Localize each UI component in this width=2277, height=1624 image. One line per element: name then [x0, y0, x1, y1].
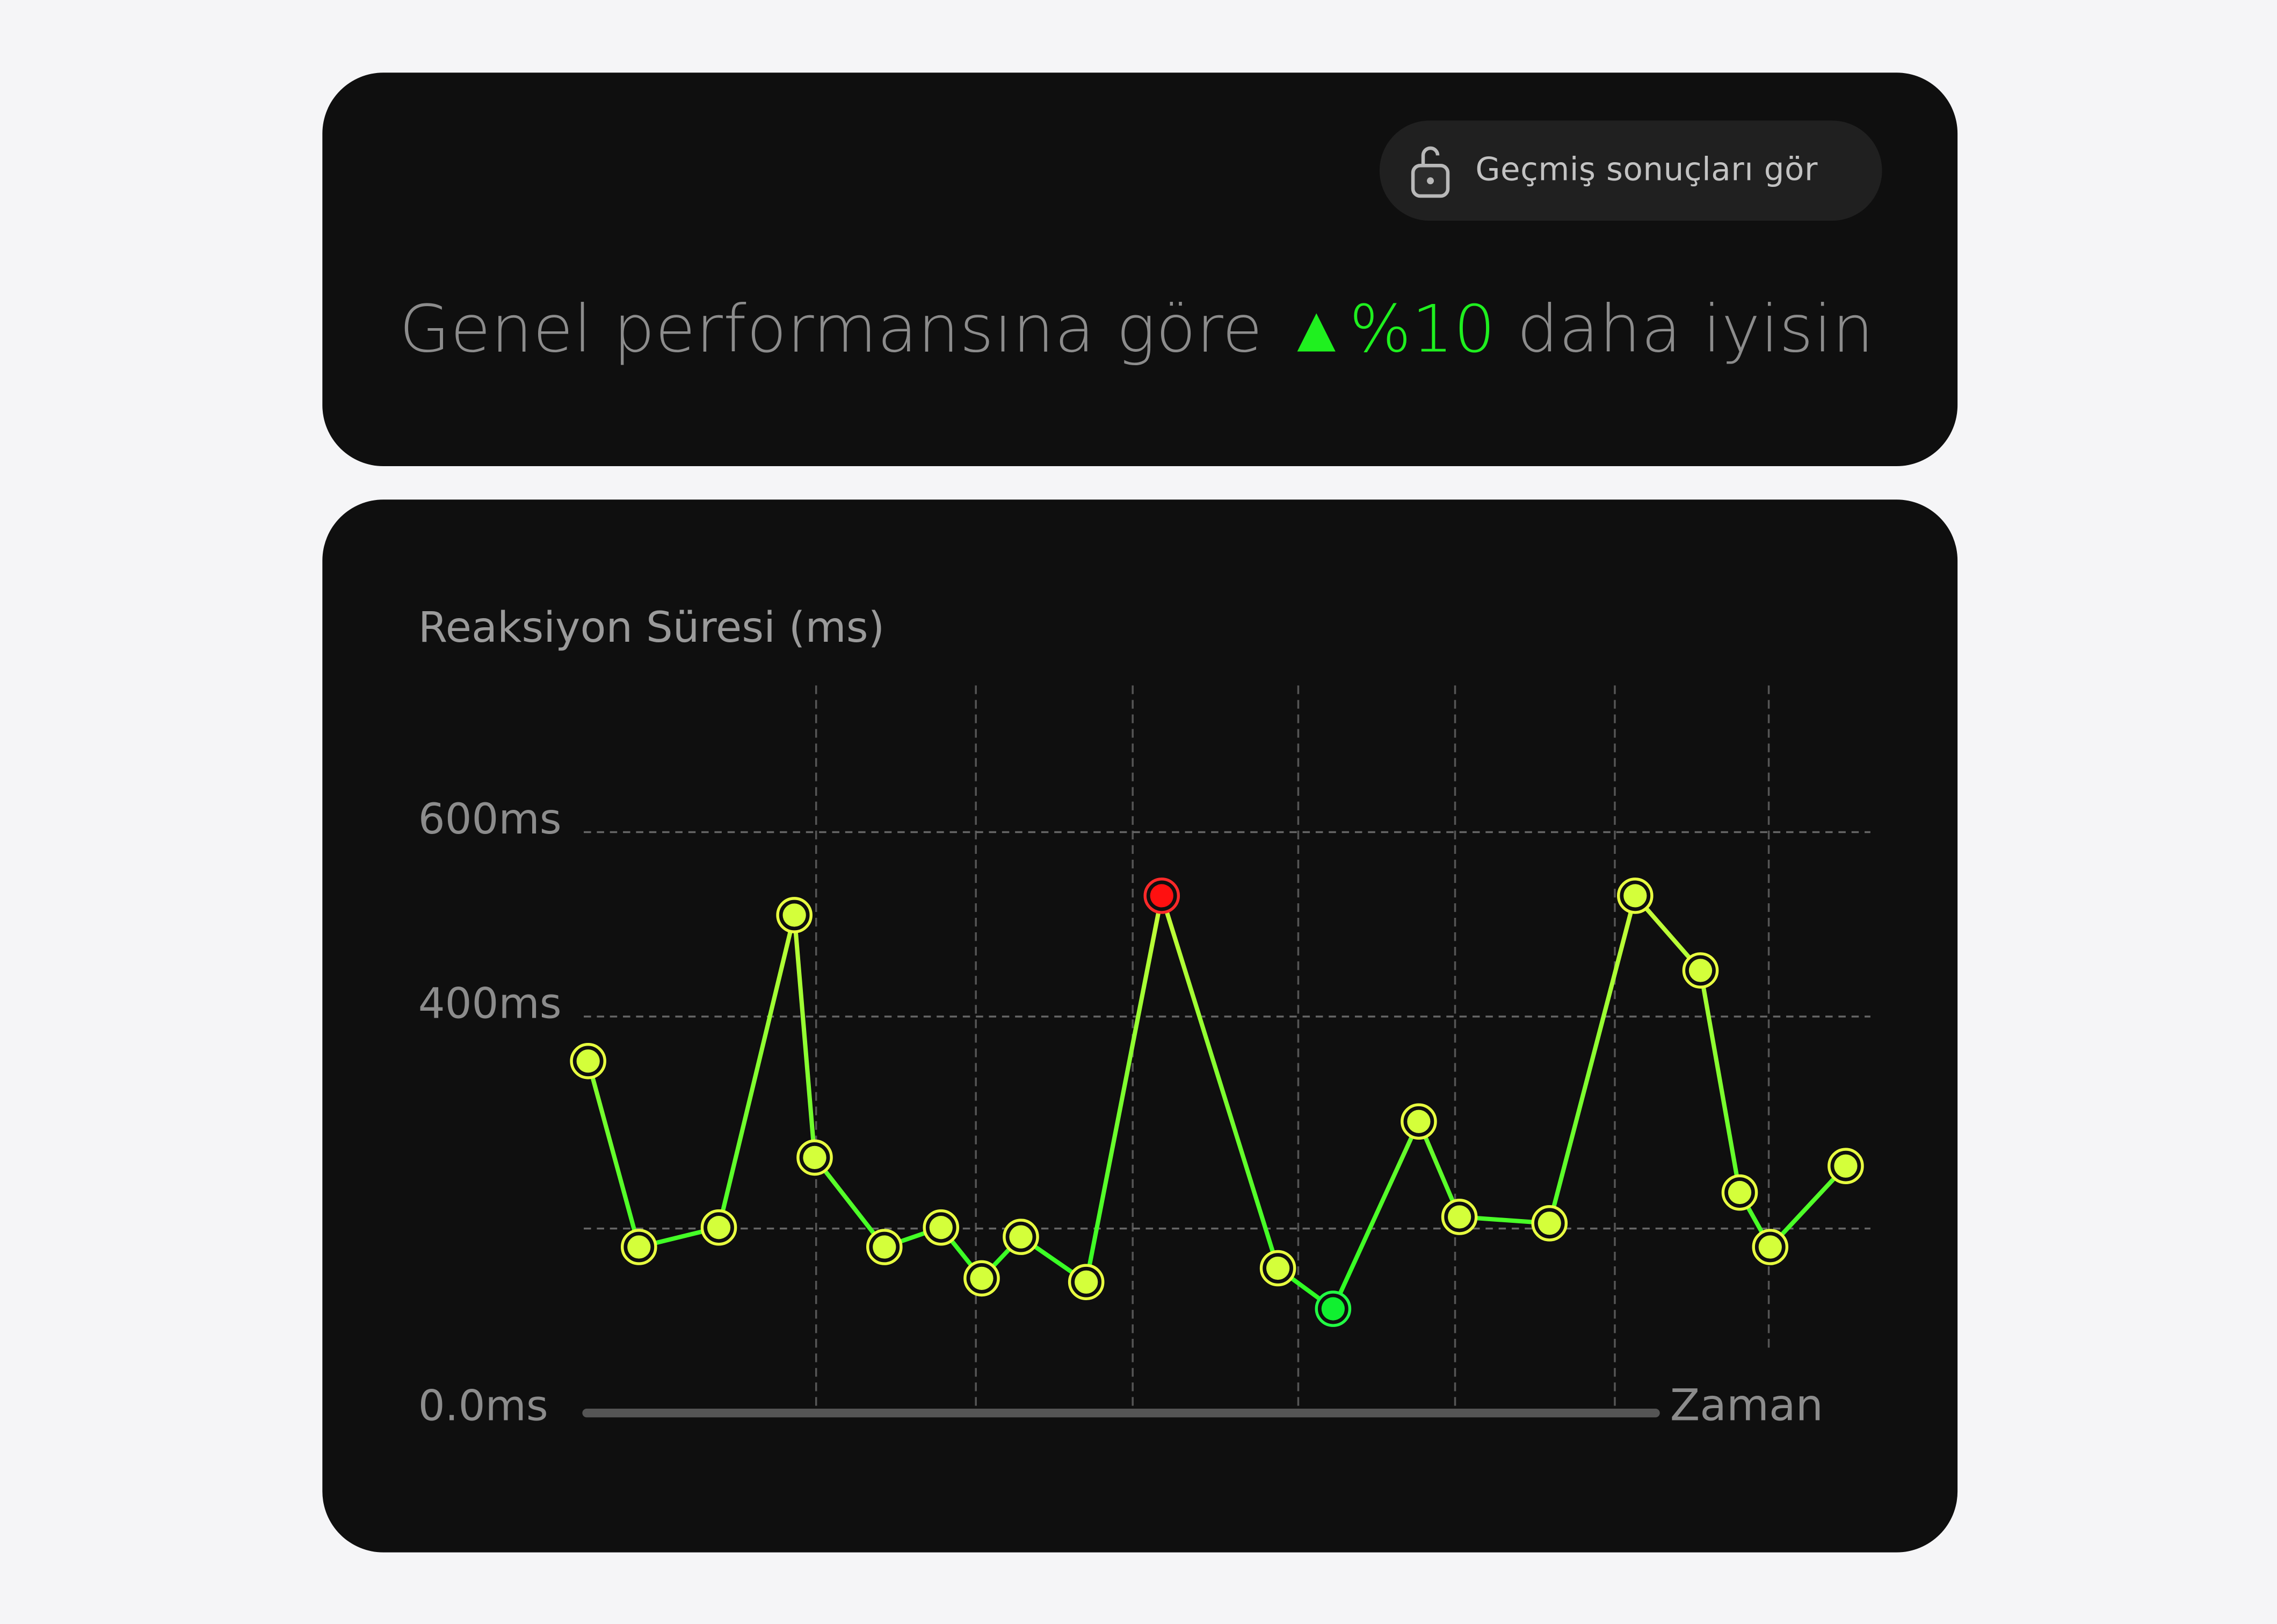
data-point[interactable]: [1003, 1219, 1039, 1255]
unlock-icon: [1411, 146, 1450, 197]
y-tick-label: 400ms: [418, 980, 562, 1028]
history-button-label: Geçmiş sonuçları gör: [1475, 152, 1818, 189]
data-point[interactable]: [1259, 1250, 1296, 1287]
data-point[interactable]: [1068, 1264, 1105, 1301]
change-value: %10: [1349, 290, 1496, 368]
data-point[interactable]: [570, 1042, 606, 1079]
data-point[interactable]: [1682, 952, 1719, 989]
series-segment: [586, 1058, 641, 1250]
headline-suffix: daha iyisin: [1517, 290, 1874, 368]
up-arrow-icon: ▲: [1284, 290, 1350, 368]
data-point[interactable]: [1401, 1103, 1437, 1140]
data-point-min[interactable]: [1315, 1291, 1352, 1327]
series-segment: [1159, 893, 1280, 1271]
data-point[interactable]: [1721, 1174, 1758, 1211]
data-point[interactable]: [1441, 1199, 1478, 1235]
data-point[interactable]: [963, 1260, 1000, 1297]
data-point[interactable]: [923, 1209, 960, 1246]
series-segment: [1547, 893, 1637, 1226]
series-segment: [1331, 1119, 1421, 1311]
series-segment: [716, 912, 797, 1230]
y-tick-label: 600ms: [418, 795, 562, 844]
series-segment: [1768, 1164, 1848, 1250]
data-point[interactable]: [1617, 878, 1654, 914]
summary-card: Geçmiş sonuçları gör Genel performansına…: [322, 73, 1958, 467]
series-segment: [1698, 968, 1742, 1195]
series-segment: [812, 1155, 887, 1250]
headline-prefix: Genel performansına göre: [399, 290, 1263, 368]
data-point[interactable]: [700, 1209, 737, 1246]
x-axis-label: Zaman: [1670, 1381, 1823, 1431]
data-point[interactable]: [1531, 1205, 1568, 1242]
data-point[interactable]: [1828, 1148, 1864, 1185]
history-results-button[interactable]: Geçmiş sonuçları gör: [1379, 120, 1882, 221]
data-point-max[interactable]: [1143, 878, 1180, 914]
data-point[interactable]: [866, 1229, 903, 1265]
y-tick-label: 0.0ms: [418, 1382, 548, 1431]
data-point[interactable]: [776, 897, 813, 933]
chart-title: Reaksiyon Süresi (ms): [418, 603, 884, 652]
performance-headline: Genel performansına göre ▲%10 daha iyisi…: [400, 291, 1874, 367]
reaction-time-chart: Reaksiyon Süresi (ms) 0.0ms 400ms 600ms Za…: [418, 603, 1870, 1431]
series-segment: [792, 912, 817, 1160]
series-segment: [1084, 893, 1164, 1285]
data-point[interactable]: [796, 1139, 833, 1176]
data-point[interactable]: [621, 1229, 657, 1265]
data-point[interactable]: [1752, 1229, 1789, 1265]
chart-card: Reaksiyon Süresi (ms) 0.0ms 400ms 600ms Za…: [322, 499, 1958, 1553]
x-axis: [582, 1408, 1660, 1418]
